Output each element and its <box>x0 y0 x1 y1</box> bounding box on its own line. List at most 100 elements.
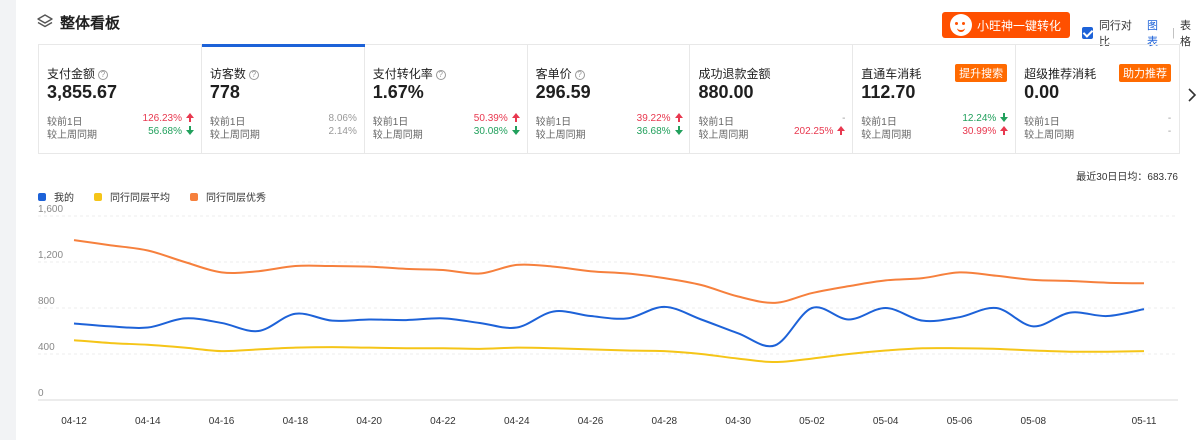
metric-label-text: 支付金额 <box>47 67 96 81</box>
legend-label: 我的 <box>54 193 74 204</box>
metrics-row: 支付金额? 3,855.67 较前1日 126.23% 较上周同期 56.68% 访客数? 7… <box>38 44 1180 154</box>
metric-label: 支付转化率? <box>373 65 446 82</box>
legend-swatch <box>94 192 102 201</box>
metric-action-badge[interactable]: 提升搜索 <box>955 64 1008 82</box>
y-tick-label: 1,600 <box>38 204 63 215</box>
x-tick-label: 04-28 <box>652 416 678 427</box>
metric-value: 1.67% <box>372 82 424 102</box>
compare-percent: - <box>1168 126 1171 137</box>
arrow-down-icon <box>1000 113 1009 122</box>
layers-icon <box>37 14 53 28</box>
page-title: 整体看板 <box>60 15 121 32</box>
chevron-right-icon[interactable] <box>1186 87 1198 103</box>
compare-label: 较上周同期 <box>47 130 97 141</box>
metric-value: 112.70 <box>861 82 916 102</box>
metric-value: 0.00 <box>1024 82 1060 102</box>
compare-percent-value: 2.14% <box>328 126 357 137</box>
legend-item[interactable]: 我的 <box>38 189 74 204</box>
compare-label: 较前1日 <box>535 117 572 128</box>
compare-percent-value: 30.99% <box>962 126 997 137</box>
compare-percent-value: 56.68% <box>148 126 182 137</box>
compare-label: 较上周同期 <box>372 130 423 141</box>
compare-label: 较前1日 <box>1024 117 1060 128</box>
compare-label: 较前1日 <box>698 117 734 128</box>
metric-card[interactable]: 成功退款金额 880.00 较前1日 - 较上周同期 202.25% <box>690 45 854 153</box>
arrow-up-icon <box>511 113 520 122</box>
compare-percent: 202.25% <box>794 126 846 137</box>
compare-percent: 8.06% <box>329 113 357 124</box>
thirty-day-average: 最近30日日均：683.76 <box>1076 172 1178 183</box>
view-separator: | <box>1172 27 1175 39</box>
compare-percent-value: 126.23% <box>142 113 182 124</box>
compare-percent: 50.39% <box>474 113 520 124</box>
help-icon[interactable]: ? <box>248 70 259 80</box>
compare-label: 较前1日 <box>209 117 246 128</box>
compare-percent-value: 50.39% <box>473 113 508 124</box>
metric-card[interactable]: 访客数? 778 较前1日 8.06% 较上周同期 2.14% <box>201 44 365 153</box>
compare-percent-value: 36.68% <box>636 126 671 137</box>
metric-value: 778 <box>209 82 240 102</box>
x-tick-label: 05-08 <box>1021 416 1047 427</box>
overview-panel: 整体看板 小旺神一键转化 同行对比 图表 | 表格 支付金额? 3,855.67 较… <box>16 0 1200 440</box>
metric-action-badge[interactable]: 助力推荐 <box>1119 64 1172 82</box>
metric-value: 3,855.67 <box>47 82 118 102</box>
legend-label: 同行同层平均 <box>110 193 170 204</box>
promo-label: 小旺神一键转化 <box>977 18 1062 33</box>
week-compare-row: 较上周同期 202.25% <box>698 126 846 141</box>
compare-label: 较上周同期 <box>209 130 260 141</box>
compare-label: 较上周同期 <box>698 130 749 141</box>
legend-item[interactable]: 同行同层平均 <box>94 189 170 204</box>
compare-percent-value: 12.24% <box>962 113 997 124</box>
x-tick-label: 05-04 <box>873 416 899 427</box>
compare-percent-value: - <box>842 113 846 124</box>
y-tick-label: 1,200 <box>38 250 63 261</box>
week-compare-row: 较上周同期 30.08% <box>372 126 520 141</box>
y-tick-label: 800 <box>38 296 55 307</box>
view-table-link[interactable]: 表格 <box>1179 20 1191 48</box>
metric-label-text: 访客数 <box>209 67 246 81</box>
x-tick-label: 05-11 <box>1132 416 1157 427</box>
series-line <box>73 305 1145 348</box>
mascot-icon <box>950 14 972 36</box>
week-compare-row: 较上周同期 - <box>1024 126 1171 141</box>
compare-checkbox[interactable] <box>1082 27 1093 39</box>
arrow-up-icon <box>1000 126 1009 135</box>
day-compare-row: 较前1日 8.06% <box>209 113 357 128</box>
metric-label-text: 支付转化率 <box>372 67 433 81</box>
compare-percent-value: 39.22% <box>636 113 671 124</box>
metric-card[interactable]: 支付金额? 3,855.67 较前1日 126.23% 较上周同期 56.68% <box>39 45 202 153</box>
arrow-up-icon <box>837 126 846 135</box>
compare-percent: 2.14% <box>329 126 357 137</box>
metric-card[interactable]: 直通车消耗 提升搜索 112.70 较前1日 12.24% 较上周同期 30.99% <box>853 45 1017 153</box>
help-icon[interactable]: ? <box>435 70 446 80</box>
compare-percent-value: - <box>1167 126 1172 137</box>
legend-label: 同行同层优秀 <box>206 193 266 204</box>
legend-item[interactable]: 同行同层优秀 <box>190 189 266 204</box>
compare-percent: 56.68% <box>148 126 194 137</box>
metric-label: 支付金额? <box>47 65 109 82</box>
week-compare-row: 较上周同期 2.14% <box>209 126 357 141</box>
promo-convert-button[interactable]: 小旺神一键转化 <box>942 12 1070 38</box>
y-tick-label: 400 <box>38 342 55 353</box>
metric-card[interactable]: 超级推荐消耗 助力推荐 0.00 较前1日 - 较上周同期 - <box>1016 45 1179 153</box>
metric-value: 296.59 <box>535 82 591 102</box>
week-compare-row: 较上周同期 36.68% <box>536 126 683 141</box>
metric-label-text: 成功退款金额 <box>698 67 771 81</box>
metric-label: 客单价? <box>536 65 585 82</box>
day-compare-row: 较前1日 39.22% <box>535 113 683 128</box>
compare-percent-value: 8.06% <box>328 113 357 124</box>
metric-card[interactable]: 支付转化率? 1.67% 较前1日 50.39% 较上周同期 30.08% <box>365 45 528 153</box>
metric-label: 超级推荐消耗 <box>1024 65 1096 82</box>
day-compare-row: 较前1日 12.24% <box>861 113 1009 128</box>
compare-label: 较前1日 <box>861 117 897 128</box>
x-tick-label: 05-02 <box>799 416 825 427</box>
view-chart-link[interactable]: 图表 <box>1147 20 1159 48</box>
x-tick-label: 04-14 <box>135 416 161 427</box>
arrow-up-icon <box>186 113 194 122</box>
metric-label-text: 直通车消耗 <box>861 67 922 81</box>
x-tick-label: 04-16 <box>209 416 235 427</box>
help-icon[interactable]: ? <box>574 70 585 80</box>
metric-card[interactable]: 客单价? 296.59 较前1日 39.22% 较上周同期 36.68% <box>528 45 691 153</box>
compare-percent: 39.22% <box>637 113 683 124</box>
help-icon[interactable]: ? <box>98 70 109 80</box>
